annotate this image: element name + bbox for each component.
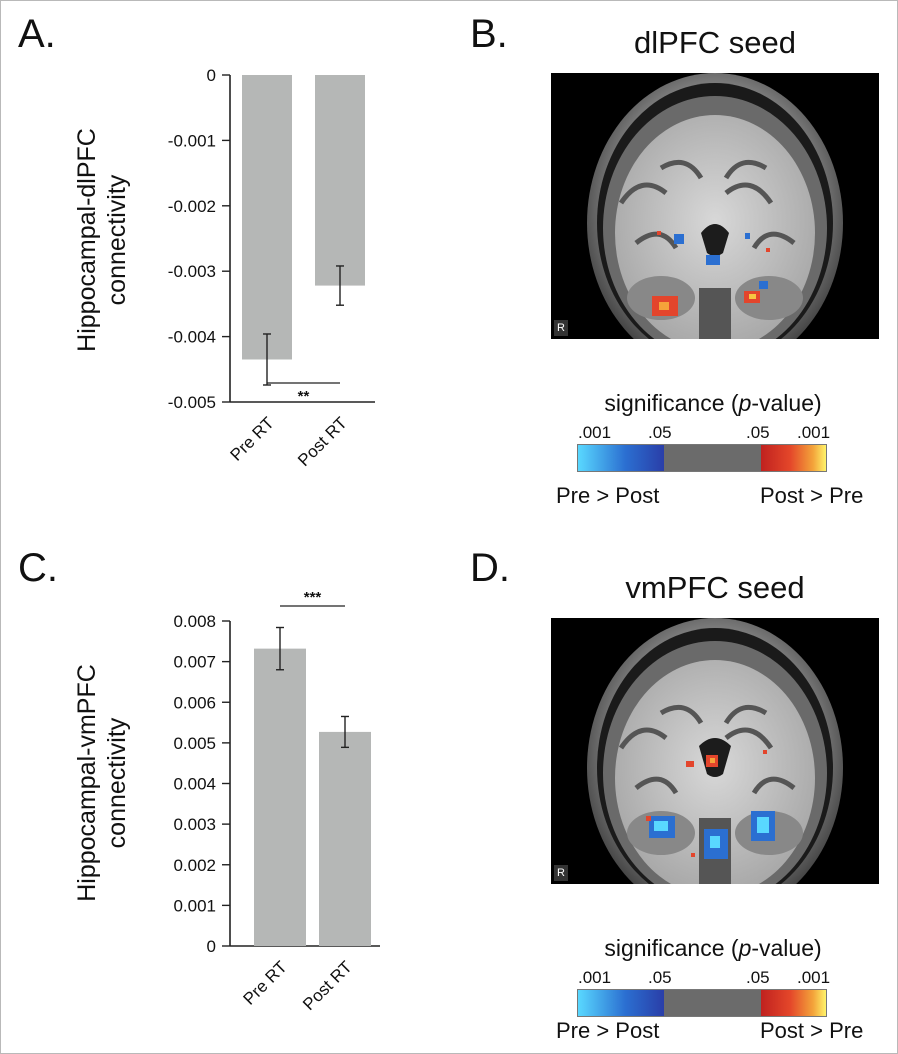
colorbar-left-label-b: Pre > Post xyxy=(556,483,660,508)
colorbar-tick-d-1: .001 xyxy=(578,968,612,987)
colorbar-title-d: significance (p-value) xyxy=(604,935,822,961)
colorbar-tick-b-1: .001 xyxy=(578,423,612,442)
chart-c-y-axis-title-line: connectivity xyxy=(103,717,131,848)
chart-c-category-label-1: Pre RT xyxy=(240,957,291,1008)
brain-orientation-marker: R xyxy=(554,865,568,881)
chart-a-y-axis-title: Hippocampal-dlPFC connectivity xyxy=(73,128,131,352)
colorbar-right-label-d: Post > Pre xyxy=(760,1018,864,1043)
chart-c-y-tick-label: 0.001 xyxy=(173,896,216,915)
colorbar-right-label-b: Post > Pre xyxy=(760,483,864,508)
chart-c-y-tick-label: 0.006 xyxy=(173,693,216,712)
chart-a-category-label-2: Post RT xyxy=(294,413,351,470)
chart-c-y-tick-label: 0.004 xyxy=(173,775,216,794)
chart-a-y-tick-label: -0.001 xyxy=(168,131,216,150)
colorbar-left-label-d: Pre > Post xyxy=(556,1018,660,1043)
brain-orientation-marker: R xyxy=(554,320,568,336)
colorbar-tick-d-2: .05 xyxy=(648,968,672,987)
chart-c-bar-1 xyxy=(254,648,306,946)
colorbar-negative-range xyxy=(578,990,664,1016)
brain-image-dlpfc: R xyxy=(551,73,879,339)
chart-c-y-axis-title-line: Hippocampal-vmPFC xyxy=(73,664,101,902)
chart-c-y-tick-label: 0.003 xyxy=(173,815,216,834)
chart-a: 0 -0.001 -0.002 -0.003 -0.004 -0.005 Pre RT Pos… xyxy=(73,66,375,470)
chart-a-y-axis-title-line: connectivity xyxy=(103,174,131,305)
chart-a-y-tick-label: -0.005 xyxy=(168,393,216,412)
colorbar-d xyxy=(577,989,827,1017)
chart-a-y-tick-label: 0 xyxy=(207,66,216,85)
chart-a-y-tick-label: -0.003 xyxy=(168,262,216,281)
panel-b-letter: B. xyxy=(470,12,508,56)
panel-d-letter: D. xyxy=(470,546,510,590)
colorbar-nonsignificant-range xyxy=(664,990,761,1016)
chart-a-y-tick-label: -0.002 xyxy=(168,197,216,216)
chart-c-y-axis-title: Hippocampal-vmPFC connectivity xyxy=(73,664,131,902)
chart-c-category-label-2: Post RT xyxy=(299,957,356,1014)
brain-slice-vmpfc xyxy=(587,618,843,884)
colorbar-b xyxy=(577,444,827,472)
chart-c-y-tick-label: 0.008 xyxy=(173,612,216,631)
chart-a-y-axis-title-line: Hippocampal-dlPFC xyxy=(73,128,101,352)
chart-c-significance-stars: *** xyxy=(304,589,322,606)
colorbar-tick-d-4: .001 xyxy=(797,968,831,987)
brain-image-vmpfc: R xyxy=(551,618,879,884)
colorbar-negative-range xyxy=(578,445,664,471)
chart-a-significance-stars: ** xyxy=(298,388,310,405)
colorbar-tick-b-4: .001 xyxy=(797,423,831,442)
chart-a-bar-1 xyxy=(242,75,292,360)
chart-a-bar-2 xyxy=(315,75,365,286)
colorbar-title-b: significance (p-value) xyxy=(604,390,822,416)
colorbar-positive-range xyxy=(761,990,826,1016)
chart-c-y-tick-label: 0 xyxy=(207,937,216,956)
chart-c-y-tick-label: 0.005 xyxy=(173,734,216,753)
chart-c-y-tick-label: 0.007 xyxy=(173,653,216,672)
panel-c-letter: C. xyxy=(18,546,58,590)
panel-d-title: vmPFC seed xyxy=(625,570,805,605)
chart-a-category-label-1: Pre RT xyxy=(227,413,278,464)
chart-a-y-tick-label: -0.004 xyxy=(168,328,216,347)
chart-c-y-tick-label: 0.002 xyxy=(173,856,216,875)
chart-c-bar-2 xyxy=(319,731,371,946)
colorbar-tick-b-3: .05 xyxy=(746,423,770,442)
colorbar-nonsignificant-range xyxy=(664,445,761,471)
colorbar-tick-d-3: .05 xyxy=(746,968,770,987)
brain-slice-dlpfc xyxy=(587,73,843,339)
chart-c: 0 0.001 0.002 0.003 0.004 0.005 0.006 0.007 0.00… xyxy=(73,589,380,1014)
panel-b-title: dlPFC seed xyxy=(634,25,796,60)
colorbar-positive-range xyxy=(761,445,826,471)
colorbar-tick-b-2: .05 xyxy=(648,423,672,442)
panel-a-letter: A. xyxy=(18,12,56,56)
